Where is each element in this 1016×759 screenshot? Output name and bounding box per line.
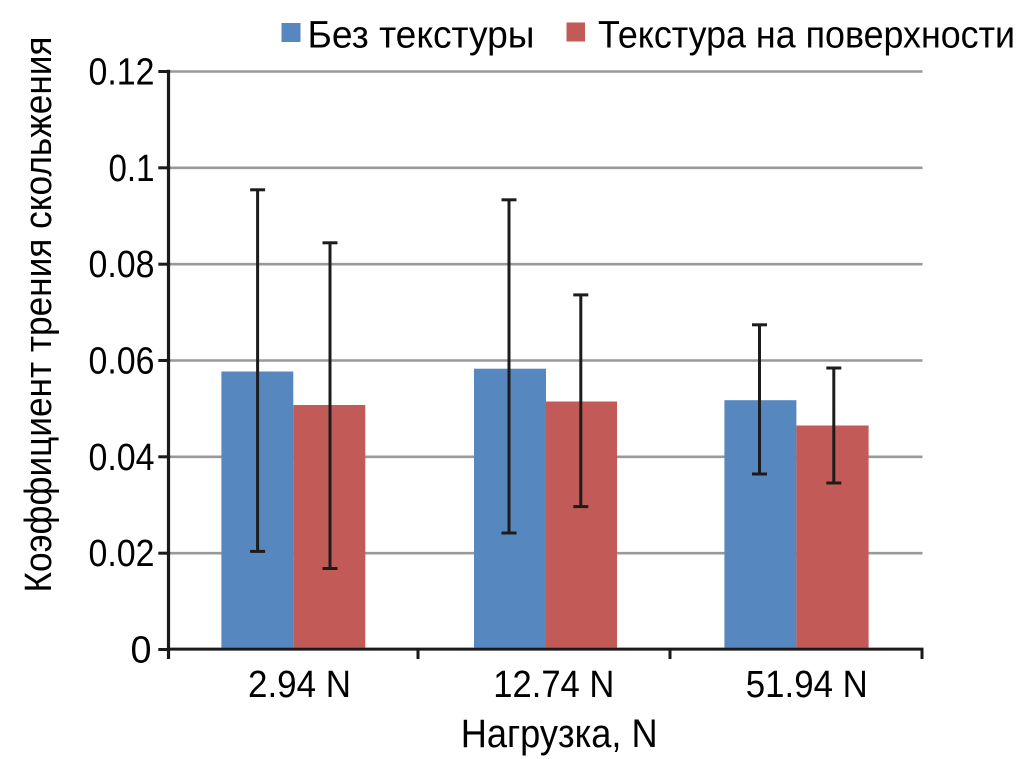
svg-text:0.12: 0.12	[89, 52, 155, 94]
svg-text:2.94 N: 2.94 N	[248, 664, 351, 706]
svg-text:Нагрузка, N: Нагрузка, N	[461, 712, 658, 756]
svg-text:0.1: 0.1	[109, 148, 155, 190]
svg-text:51.94 N: 51.94 N	[746, 664, 868, 706]
svg-text:0.04: 0.04	[89, 437, 155, 479]
svg-text:12.74 N: 12.74 N	[493, 664, 614, 706]
svg-text:Без текстуры: Без текстуры	[308, 14, 535, 56]
svg-text:0.06: 0.06	[89, 341, 155, 383]
svg-text:0: 0	[131, 630, 152, 672]
svg-text:0.02: 0.02	[89, 533, 155, 575]
svg-text:0.08: 0.08	[89, 244, 155, 286]
svg-text:Коэффициент трения скольжения: Коэффициент трения скольжения	[18, 37, 60, 593]
svg-text:Текстура на поверхности: Текстура на поверхности	[598, 14, 1015, 56]
